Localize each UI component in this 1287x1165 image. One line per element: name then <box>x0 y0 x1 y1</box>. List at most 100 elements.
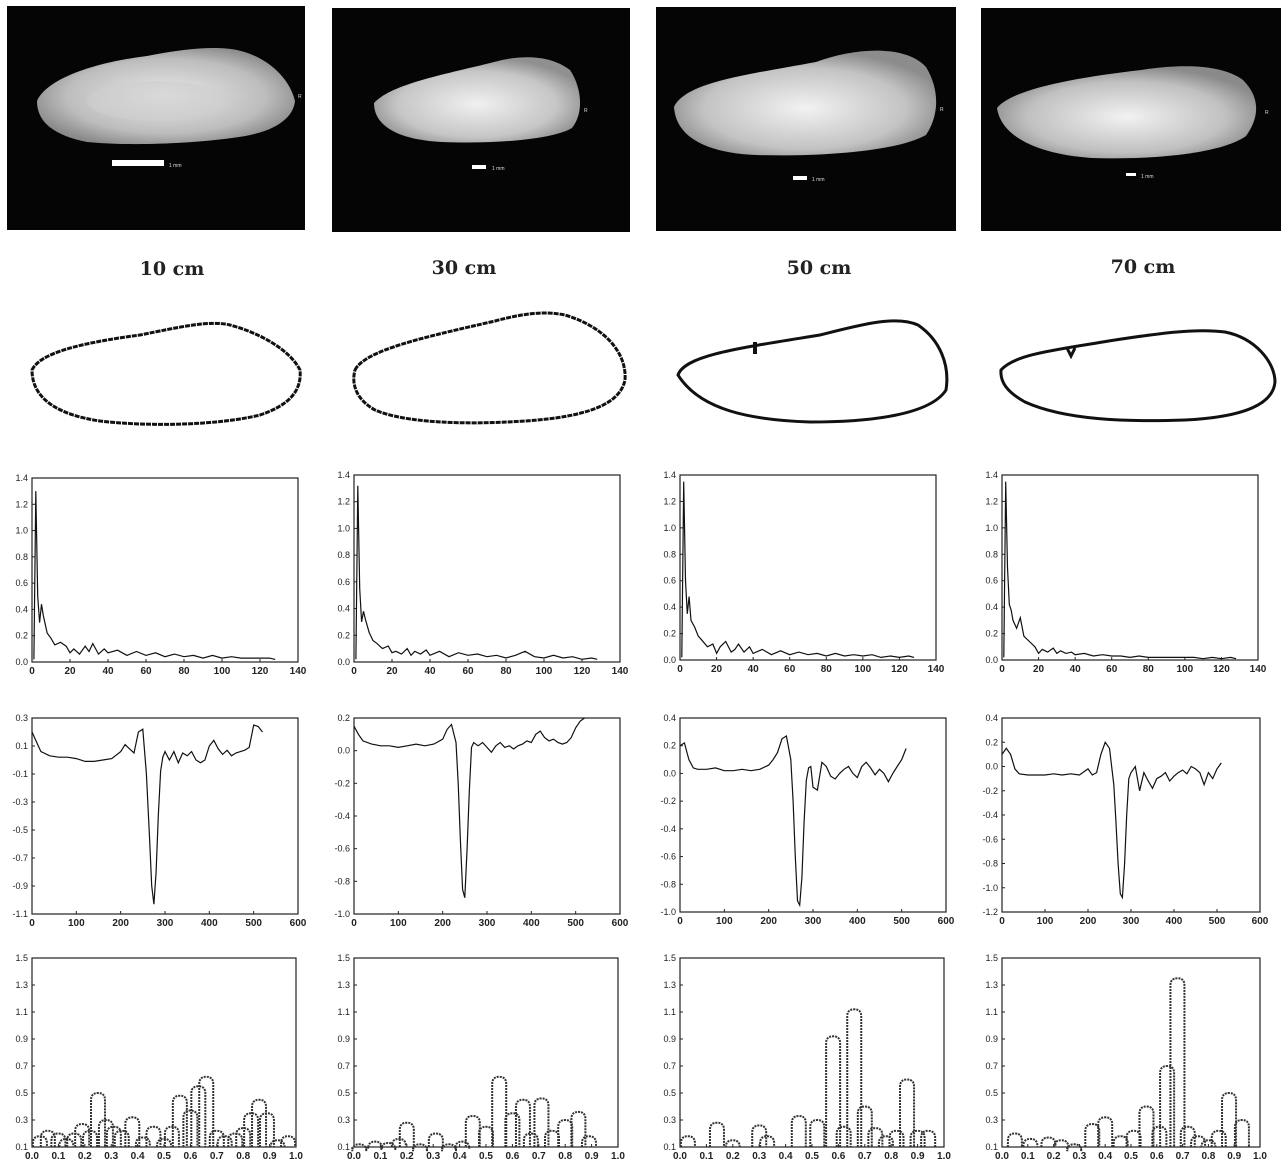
plot-frame <box>1001 474 1259 661</box>
y-tick-label: 0.2 <box>337 630 350 640</box>
wavelet-arch <box>867 1127 884 1147</box>
y-tick-label: 0.9 <box>663 1034 676 1044</box>
x-tick-label: 120 <box>891 664 908 675</box>
wavelet-arch <box>877 1135 894 1147</box>
x-tick-label: 0.8 <box>558 1151 572 1162</box>
spectrum-chart-70cm: 0 20 40 60 80 100 120 140 0.0 0.2 0.4 0.6 0.8 1.0 1.2 1… <box>985 470 1267 675</box>
wavelet-arch <box>412 1143 428 1152</box>
x-tick-label: 0.4 <box>1098 1151 1112 1162</box>
series-line <box>353 717 585 898</box>
wavelet-arch <box>380 1141 397 1151</box>
y-tick-label: -0.6 <box>982 834 998 844</box>
y-tick-label: -0.6 <box>334 844 350 854</box>
y-tick-label: 1.4 <box>15 473 28 483</box>
x-tick-label: 0.0 <box>347 1151 361 1162</box>
wavelet-arch <box>856 1105 873 1147</box>
y-tick-label: 0.0 <box>985 655 998 665</box>
x-tick-label: 0.5 <box>1124 1151 1138 1162</box>
series-line <box>1001 741 1222 900</box>
y-tick-label: 0.6 <box>985 576 998 586</box>
y-tick-label: 0.7 <box>337 1061 350 1071</box>
y-tick-label: 0.5 <box>15 1088 28 1098</box>
x-tick-label: 0.5 <box>157 1151 171 1162</box>
x-tick-label: 200 <box>1080 916 1097 927</box>
side-mark: R <box>1265 110 1269 116</box>
y-tick-label: -0.2 <box>660 796 676 806</box>
y-tick-label: 1.4 <box>337 470 350 480</box>
spectrum-chart-50cm: 0 20 40 60 80 100 120 140 0.0 0.2 0.4 0.6 0.8 1.0 1.2 1… <box>663 470 945 675</box>
scalebar-label: 1 mm <box>169 163 182 169</box>
x-tick-label: 300 <box>479 918 496 929</box>
y-tick-label: 0.2 <box>985 737 998 747</box>
wavelet-arch <box>1053 1139 1070 1148</box>
x-tick-label: 300 <box>1123 916 1140 927</box>
x-tick-label: 500 <box>567 918 584 929</box>
otolith-outline-30cm <box>352 311 627 425</box>
wavelet-arch <box>454 1140 471 1149</box>
y-tick-label: 0.3 <box>985 1115 998 1125</box>
plot-frame <box>679 717 947 913</box>
y-tick-label: 0.7 <box>985 1061 998 1071</box>
y-tick-label: 0.5 <box>663 1088 676 1098</box>
wavelet-arch <box>280 1135 297 1147</box>
y-tick-label: 0.4 <box>985 602 998 612</box>
contour-signal-chart-50cm: 0 100 200 300 400 500 600 -1.0 -0.8 -0.6 -0.4 -0.2 0… <box>660 713 955 927</box>
x-tick-label: 20 <box>711 664 723 675</box>
y-tick-label: 0.0 <box>337 746 350 756</box>
x-tick-label: 600 <box>938 916 955 927</box>
x-tick-label: 500 <box>893 916 910 927</box>
y-tick-label: 1.2 <box>15 499 28 509</box>
x-tick-label: 60 <box>462 666 474 677</box>
x-tick-label: 80 <box>500 666 512 677</box>
y-tick-label: 1.3 <box>985 980 998 990</box>
y-tick-label: -0.3 <box>12 797 28 807</box>
wavelet-arch <box>90 1091 106 1147</box>
x-tick-label: 60 <box>784 664 796 675</box>
plot-frame <box>1001 717 1261 913</box>
x-tick-label: 0 <box>677 664 683 675</box>
otolith-photo-10cm: 1 mm R <box>7 6 305 230</box>
x-tick-label: 40 <box>1070 664 1082 675</box>
x-tick-label: 0.9 <box>911 1151 925 1162</box>
y-tick-label: 0.8 <box>15 552 28 562</box>
x-tick-label: 0.2 <box>400 1151 414 1162</box>
wavelet-arch <box>1112 1135 1129 1147</box>
y-tick-label: 1.5 <box>985 953 998 963</box>
side-mark: R <box>584 108 588 114</box>
x-tick-label: 0.3 <box>426 1151 440 1162</box>
x-tick-label: 60 <box>140 666 152 677</box>
wavelet-arch <box>544 1129 560 1147</box>
y-tick-label: -0.4 <box>982 810 998 820</box>
otolith-photo-50cm: 1 mm R <box>656 7 956 231</box>
wavelet-arch <box>1190 1135 1207 1147</box>
x-tick-label: 40 <box>424 666 436 677</box>
y-tick-label: 1.5 <box>337 953 350 963</box>
x-tick-label: 0.3 <box>1072 1151 1086 1162</box>
y-tick-label: 0.5 <box>985 1088 998 1098</box>
x-tick-label: 140 <box>290 666 307 677</box>
x-tick-label: 600 <box>1252 916 1269 927</box>
series-line <box>355 485 598 660</box>
wavelet-arch <box>1179 1125 1196 1147</box>
x-tick-label: 0 <box>29 666 35 677</box>
wavelet-arch <box>216 1135 233 1147</box>
wavelet-arch <box>1097 1116 1114 1147</box>
y-tick-label: 1.2 <box>985 496 998 506</box>
y-tick-label: 0.0 <box>15 657 28 667</box>
y-tick-label: 1.1 <box>985 1007 998 1017</box>
spectrum-chart-30cm: 0 20 40 60 80 100 120 140 0.0 0.2 0.4 0.6 0.8 1.0 1.2 1… <box>337 470 628 677</box>
x-tick-label: 0.7 <box>1176 1151 1190 1162</box>
x-tick-label: 0.7 <box>210 1151 224 1162</box>
series-line <box>1003 481 1237 660</box>
wavelet-arch <box>97 1118 114 1147</box>
wavelet-arch <box>145 1125 162 1147</box>
y-tick-label: -1.0 <box>982 883 998 893</box>
wavelet-arch <box>441 1143 458 1152</box>
x-tick-label: 60 <box>1106 664 1118 675</box>
y-tick-label: 0.1 <box>15 1142 28 1152</box>
x-tick-label: 140 <box>928 664 945 675</box>
x-tick-label: 100 <box>536 666 553 677</box>
otolith-outline-70cm <box>999 329 1277 423</box>
x-tick-label: 140 <box>1250 664 1267 675</box>
x-tick-label: 0 <box>351 918 357 929</box>
